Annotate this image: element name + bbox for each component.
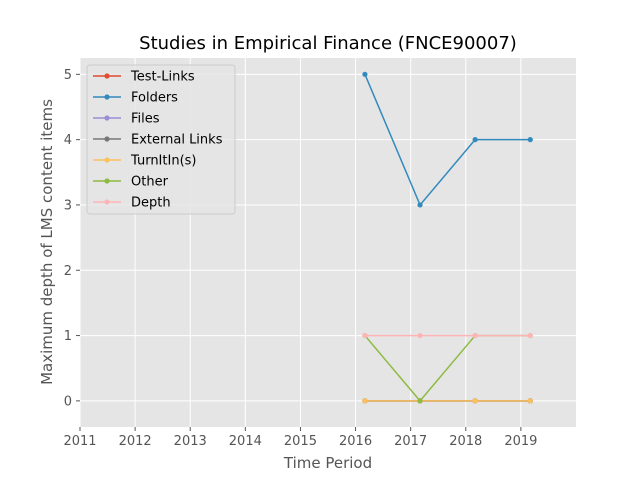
legend-marker (104, 199, 110, 205)
x-tick-label: 2014 (229, 434, 262, 449)
x-tick-label: 2019 (504, 434, 537, 449)
x-tick-label: 2015 (284, 434, 317, 449)
legend-label: TurnItIn(s) (130, 154, 196, 169)
data-point (472, 332, 478, 339)
x-axis-label: Time Period (283, 454, 372, 472)
legend-marker (104, 73, 110, 79)
data-point (472, 137, 478, 143)
legend-label: Folders (131, 91, 178, 106)
legend-marker (104, 94, 110, 100)
data-point (362, 332, 368, 339)
data-point (527, 332, 533, 339)
legend-marker (104, 115, 110, 121)
legend-label: Other (131, 175, 169, 190)
data-point (417, 398, 423, 404)
legend-label: Depth (131, 196, 171, 211)
x-tick-label: 2013 (174, 434, 207, 449)
y-tick-label: 0 (64, 394, 72, 409)
series-line-1 (364, 74, 531, 207)
y-axis-label: Maximum depth of LMS content items (38, 99, 56, 385)
data-point (527, 137, 533, 143)
data-point (527, 398, 533, 404)
ticks: 2011 2012 2013 2014 2015 2016 2017 2018 2019 0 1 2 3… (63, 68, 537, 449)
legend-marker (104, 157, 110, 163)
chart-title: Studies in Empirical Finance (FNCE90007) (139, 33, 517, 54)
legend-label: External Links (131, 133, 223, 148)
legend-label: Files (131, 112, 160, 127)
x-tick-label: 2016 (339, 434, 372, 449)
data-point (417, 332, 423, 339)
y-tick-label: 4 (64, 133, 72, 148)
legend-marker (104, 136, 110, 142)
y-tick-label: 3 (64, 198, 72, 213)
x-tick-label: 2012 (119, 434, 152, 449)
x-tick-label: 2017 (394, 434, 427, 449)
data-point (362, 398, 368, 404)
data-point (472, 398, 478, 404)
y-tick-label: 2 (64, 264, 72, 279)
y-tick-label: 5 (64, 68, 72, 83)
legend-marker (104, 178, 110, 184)
series-layer (362, 71, 533, 404)
data-point (362, 71, 368, 77)
legend-label: Test-Links (130, 70, 195, 85)
y-tick-label: 1 (64, 329, 72, 344)
legend-box (86, 64, 236, 215)
legend: Test-Links Folders Files External Links Turn… (86, 64, 236, 215)
data-point (417, 202, 423, 208)
x-tick-label: 2018 (449, 434, 482, 449)
x-tick-label: 2011 (63, 434, 96, 449)
